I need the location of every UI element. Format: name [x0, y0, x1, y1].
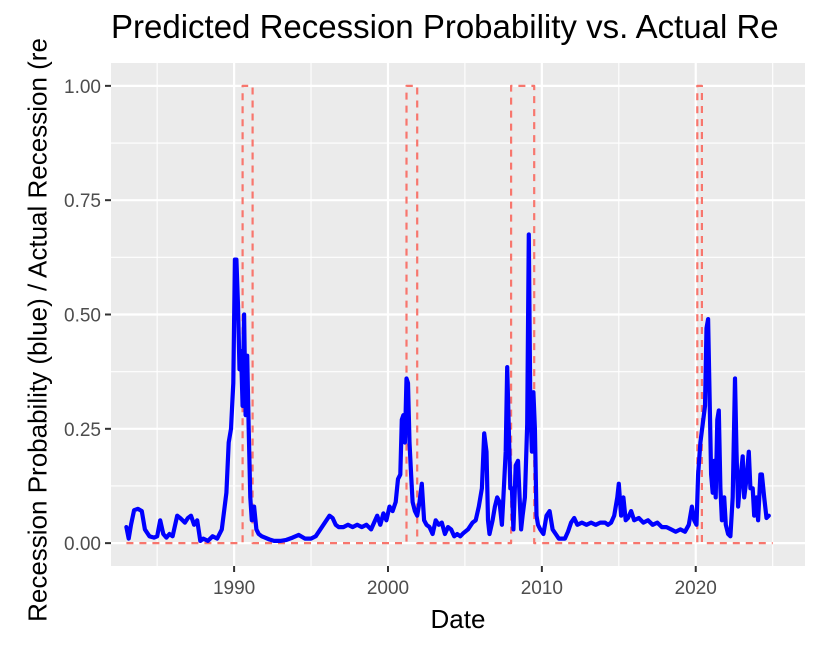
y-tick-label: 0.00 — [64, 534, 101, 555]
chart-title: Predicted Recession Probability vs. Actu… — [111, 8, 779, 45]
x-tick-label: 1990 — [213, 578, 255, 599]
actual-recession-line — [126, 84, 773, 545]
y-tick-label: 0.75 — [64, 191, 101, 212]
x-tick-label: 2000 — [367, 578, 409, 599]
x-tick-label: 2020 — [675, 578, 717, 599]
y-tick-label: 1.00 — [64, 77, 101, 98]
y-axis-ticks: 0.00 0.25 0.50 0.75 1.00 — [64, 77, 111, 555]
predicted-probability-line — [124, 232, 771, 543]
y-tick-label: 0.25 — [64, 420, 101, 441]
series-layer — [124, 84, 773, 545]
x-axis-ticks: 1990 2000 2010 2020 — [213, 566, 717, 599]
x-tick-label: 2010 — [521, 578, 563, 599]
x-axis-label: Date — [430, 604, 486, 634]
y-tick-label: 0.50 — [64, 306, 101, 327]
